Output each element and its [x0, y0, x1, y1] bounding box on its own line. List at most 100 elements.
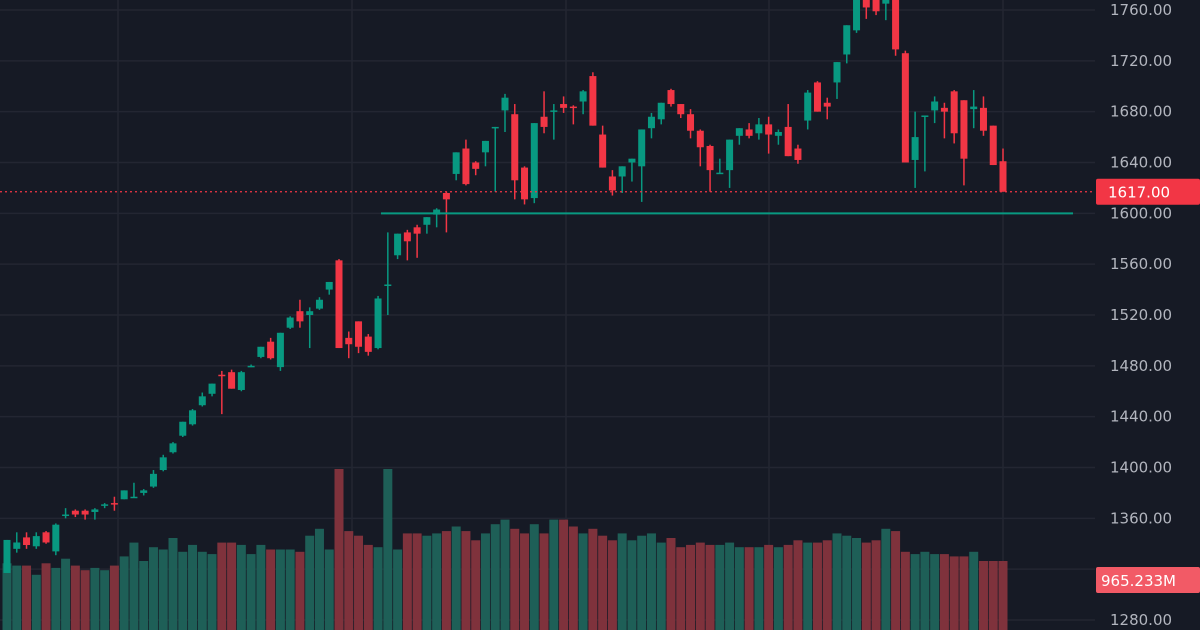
price-axis-label: 1480.00: [1110, 357, 1172, 375]
volume-bar: [705, 544, 715, 630]
volume-bar: [949, 556, 959, 630]
volume-bar: [793, 540, 803, 630]
candle: [3, 539, 11, 573]
candle: [989, 125, 997, 166]
candle: [169, 442, 177, 454]
candle: [42, 531, 50, 544]
volume-bar: [178, 551, 188, 630]
candle: [823, 97, 831, 120]
candle: [647, 112, 655, 139]
volume-bar: [939, 554, 949, 630]
candle: [355, 321, 363, 354]
candle: [335, 259, 343, 349]
candle: [208, 383, 216, 397]
volume-bar: [197, 551, 207, 630]
volume-bar: [549, 519, 559, 630]
volume-bar: [188, 544, 198, 630]
volume-bar: [881, 528, 891, 630]
volume-bar: [207, 554, 217, 630]
candle: [32, 532, 40, 549]
volume-bar: [637, 535, 647, 630]
candle: [179, 421, 187, 437]
candle: [716, 158, 724, 175]
price-axis-label: 1280.00: [1110, 611, 1172, 629]
candle: [130, 482, 138, 499]
candle: [872, 0, 880, 16]
volume-bar: [236, 544, 246, 630]
volume-bar: [256, 544, 266, 630]
candle: [931, 96, 939, 124]
volume-bar: [432, 533, 442, 630]
candle: [511, 104, 519, 200]
volume-bar: [2, 563, 12, 630]
candle: [794, 144, 802, 164]
volume-bar: [344, 531, 354, 630]
candle: [540, 91, 548, 134]
candle: [589, 72, 597, 126]
volume-bar: [666, 538, 676, 630]
volume-bar: [773, 547, 783, 630]
price-axis-label: 1760.00: [1110, 1, 1172, 19]
candle: [862, 0, 870, 19]
candle: [677, 104, 685, 119]
volume-bar: [334, 469, 344, 630]
volume-bar: [41, 563, 51, 630]
candle: [735, 128, 743, 145]
candle: [81, 509, 89, 520]
candle: [560, 96, 568, 113]
price-axis-label: 1400.00: [1110, 459, 1172, 477]
volume-bar: [363, 544, 373, 630]
candle: [472, 161, 480, 176]
candle: [403, 229, 411, 261]
candle: [394, 233, 402, 260]
volume-bar: [31, 574, 41, 630]
volume-bar: [266, 549, 276, 630]
price-axis[interactable]: 1760.00 1720.00 1680.00 1640.00 1600.00 1560.…: [1095, 0, 1200, 630]
candle: [774, 129, 782, 145]
volume-bar: [930, 554, 940, 630]
candle: [608, 170, 616, 196]
candle: [696, 129, 704, 167]
volume-bar: [617, 533, 627, 630]
candle: [149, 470, 157, 488]
volume-bar: [285, 549, 295, 630]
volume-bar: [480, 533, 490, 630]
candle: [901, 50, 909, 163]
candle: [101, 503, 109, 509]
volume-bar: [61, 558, 71, 630]
candle: [23, 532, 31, 549]
volume-bar: [461, 531, 471, 630]
candle: [286, 316, 294, 329]
volume-bar: [725, 542, 735, 630]
candle: [276, 332, 284, 371]
candle: [550, 104, 558, 140]
candlesticks: [3, 0, 1007, 573]
volume-bar: [70, 565, 80, 630]
volume-bar: [295, 551, 305, 630]
candle: [569, 105, 577, 125]
volume-bar: [920, 551, 930, 630]
candle: [91, 508, 99, 520]
volume-bar: [559, 519, 569, 630]
candle: [452, 152, 460, 181]
volume-bar: [568, 526, 578, 630]
candle: [940, 102, 948, 139]
candle: [71, 509, 79, 518]
volume-bar: [227, 542, 237, 630]
candle: [296, 299, 304, 328]
price-axis-label: 1440.00: [1110, 408, 1172, 426]
volume-bar: [510, 528, 520, 630]
volume-bar: [139, 561, 149, 630]
candle: [442, 191, 450, 233]
volume-bar: [412, 533, 422, 630]
candle: [374, 295, 382, 350]
candle: [960, 100, 968, 186]
grid-lines: [0, 0, 1095, 630]
price-axis-label: 1560.00: [1110, 255, 1172, 273]
volume-bar: [246, 554, 256, 630]
volume-bar: [520, 533, 530, 630]
candle: [813, 81, 821, 112]
candle: [481, 140, 489, 167]
volume-bar: [275, 549, 285, 630]
